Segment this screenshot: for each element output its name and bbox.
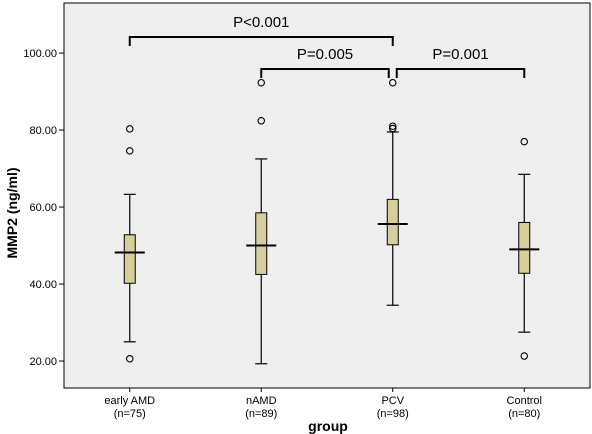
significance-bracket: P=0.005 xyxy=(260,46,390,78)
x-axis: early AMD(n=75) nAMD(n=89) PCV(n=98) Contro… xyxy=(104,388,542,420)
outlier-point xyxy=(126,147,134,155)
x-axis-title: group xyxy=(308,418,348,434)
significance-bracket: P=0.001 xyxy=(395,46,526,78)
outlier-point xyxy=(126,354,134,363)
p-value-label: P<0.001 xyxy=(233,14,289,31)
x-tick-label: Control xyxy=(507,395,542,407)
outlier-point xyxy=(126,125,134,133)
outlier-point xyxy=(520,137,528,146)
box-iqr xyxy=(255,212,268,275)
outlier-point xyxy=(257,117,265,125)
y-tick-label: 40.00 xyxy=(29,279,57,291)
y-axis-title: MMP2 (ng/ml) xyxy=(4,168,20,259)
p-value-label: P=0.001 xyxy=(432,46,488,63)
plot-area xyxy=(63,2,591,389)
outlier-point xyxy=(520,352,528,360)
y-tick-label: 80.00 xyxy=(29,125,57,137)
x-tick-label: PCV xyxy=(381,395,404,407)
y-tick-label: 100.00 xyxy=(23,48,57,60)
box-1 xyxy=(246,78,277,365)
box-3 xyxy=(509,137,540,360)
p-value-label: P=0.005 xyxy=(297,46,353,63)
boxes xyxy=(114,78,540,365)
box-iqr xyxy=(386,198,399,246)
significance-bracket: P<0.001 xyxy=(128,14,394,46)
x-tick-sample-size: (n=75) xyxy=(114,408,146,420)
x-tick-sample-size: (n=89) xyxy=(245,408,277,420)
outlier-point xyxy=(388,122,397,130)
bracket-line xyxy=(128,36,394,46)
outlier-point xyxy=(388,124,397,133)
x-tick-sample-size: (n=98) xyxy=(377,408,409,420)
outlier-point xyxy=(388,78,397,87)
significance-annotations: P<0.001 P=0.005 P=0.001 xyxy=(128,14,526,78)
box-iqr xyxy=(123,234,136,284)
outlier-point xyxy=(257,78,265,87)
plot-frame xyxy=(63,2,591,389)
bracket-line xyxy=(395,68,526,78)
y-tick-label: 60.00 xyxy=(29,202,57,214)
x-tick-sample-size: (n=80) xyxy=(508,408,540,420)
bracket-line xyxy=(260,68,390,78)
box-0 xyxy=(114,125,145,363)
x-tick-label: nAMD xyxy=(246,395,277,407)
x-tick-label: early AMD xyxy=(104,395,155,407)
box-iqr xyxy=(518,221,531,274)
box-2 xyxy=(377,78,408,306)
y-axis: 20.00 40.00 60.00 80.00 100.00 xyxy=(23,48,64,368)
y-tick-label: 20.00 xyxy=(29,356,57,368)
